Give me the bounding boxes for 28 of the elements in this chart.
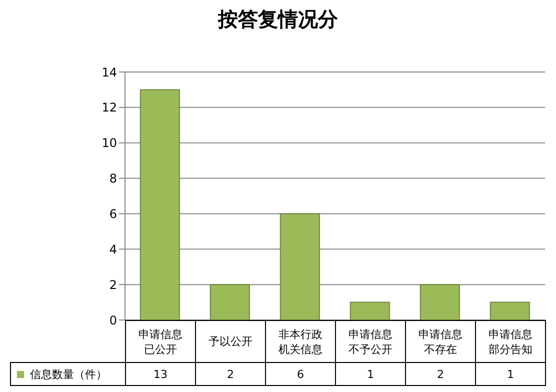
bar (140, 89, 180, 320)
y-tick-label: 12 (102, 100, 117, 115)
bar (420, 284, 460, 320)
x-tick-label: 申请信息已公开 (125, 320, 196, 363)
chart-title: 按答复情况分 (216, 6, 339, 33)
data-label: 2 (405, 362, 476, 386)
bar (210, 284, 250, 320)
data-label: 2 (195, 362, 266, 386)
data-label: 13 (125, 362, 196, 386)
x-tick-label: 申请信息不予公开 (335, 320, 406, 363)
y-tick-label: 2 (109, 278, 117, 292)
legend-label: 信息数量（件） (10, 362, 126, 386)
data-label: 1 (335, 362, 406, 386)
y-tick-label: 8 (109, 172, 117, 186)
data-label: 6 (265, 362, 336, 386)
x-tick-label: 申请信息不存在 (405, 320, 476, 363)
y-tick-label: 14 (102, 65, 117, 80)
x-tick-label: 申请信息部分告知 (475, 320, 546, 363)
y-tick-label: 4 (109, 242, 117, 256)
x-tick-label: 非本行政机关信息 (265, 320, 336, 363)
y-tick-label: 6 (109, 206, 117, 221)
x-tick-label: 予以公开 (195, 320, 266, 363)
y-tick-label: 10 (102, 136, 117, 150)
bar (350, 302, 390, 320)
bar (280, 213, 320, 320)
y-tick-label: 0 (109, 313, 117, 328)
data-label: 1 (475, 362, 546, 386)
bar (490, 302, 530, 320)
